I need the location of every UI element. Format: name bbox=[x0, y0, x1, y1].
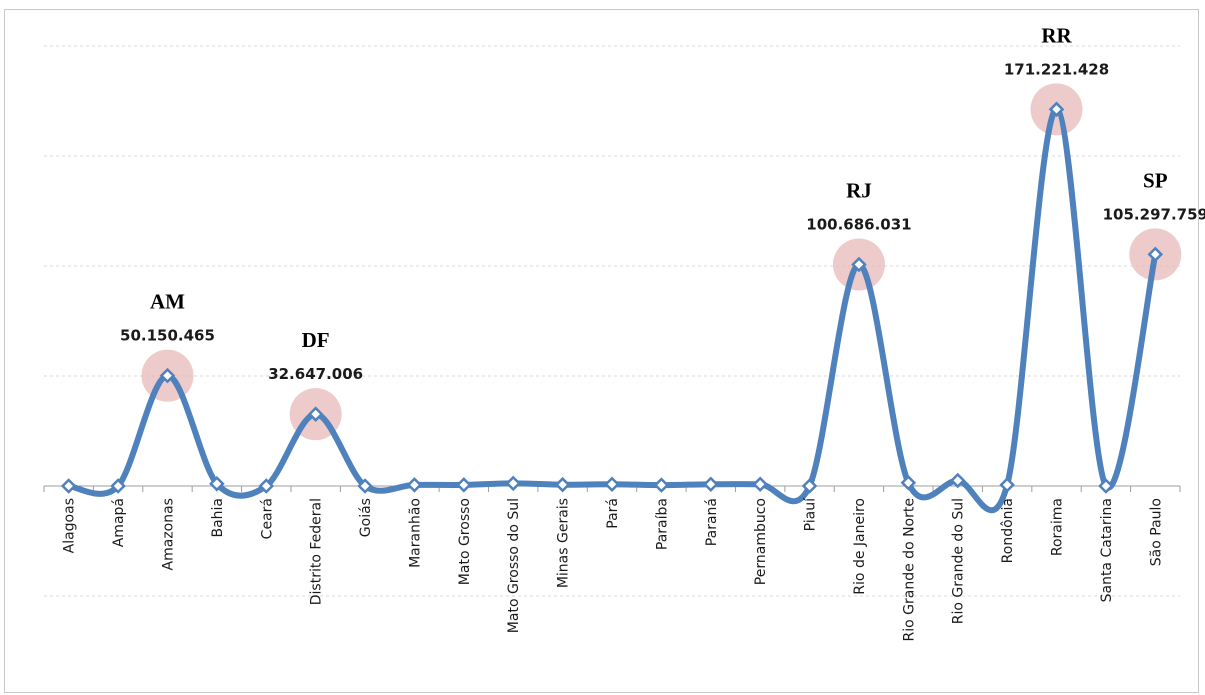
data-point-14 bbox=[752, 476, 768, 493]
data-point-21 bbox=[1098, 478, 1114, 494]
data-point-15 bbox=[801, 478, 818, 494]
value-label-df: 32.647.006 bbox=[268, 365, 363, 383]
data-point-1 bbox=[110, 478, 126, 494]
data-point-16 bbox=[851, 256, 867, 273]
data-point-19 bbox=[999, 477, 1015, 493]
value-label-am: 50.150.465 bbox=[120, 327, 215, 345]
category-label: Mato Grosso do Sul bbox=[506, 498, 522, 633]
abbr-label-rj: RJ bbox=[846, 178, 872, 202]
category-label: Alagoas bbox=[62, 498, 78, 553]
category-label: Piauí bbox=[803, 497, 819, 531]
abbr-label-df: DF bbox=[302, 328, 330, 352]
category-label: Bahia bbox=[210, 498, 226, 538]
data-point-12 bbox=[653, 477, 670, 493]
data-point-13 bbox=[703, 476, 719, 493]
value-label-sp: 105.297.759 bbox=[1103, 205, 1205, 223]
category-label: Santa Catarina bbox=[1099, 498, 1115, 602]
data-point-2 bbox=[159, 367, 176, 384]
data-point-6 bbox=[357, 478, 373, 494]
category-label: Pernambuco bbox=[753, 498, 769, 585]
value-label-rj: 100.686.031 bbox=[806, 215, 911, 233]
abbr-label-rr: RR bbox=[1041, 23, 1072, 47]
category-label: Mato Grosso bbox=[457, 498, 473, 585]
data-point-3 bbox=[209, 476, 225, 492]
chart-frame bbox=[4, 9, 1199, 693]
data-point-5 bbox=[307, 406, 324, 422]
data-point-8 bbox=[456, 477, 472, 493]
value-label-rr: 171.221.428 bbox=[1004, 60, 1109, 78]
category-label: Rio Grande do Sul bbox=[951, 498, 967, 624]
data-point-18 bbox=[949, 472, 966, 489]
category-label: Roraima bbox=[1050, 498, 1066, 556]
category-label: Minas Gerais bbox=[556, 498, 572, 588]
data-markers bbox=[60, 101, 1164, 494]
category-label: Goiás bbox=[358, 498, 374, 537]
abbr-label-am: AM bbox=[150, 290, 185, 314]
category-label: Amapá bbox=[111, 498, 127, 547]
data-point-4 bbox=[258, 478, 275, 494]
data-point-7 bbox=[406, 477, 423, 493]
data-point-10 bbox=[554, 476, 571, 493]
category-label: Amazonas bbox=[160, 498, 176, 570]
data-point-22 bbox=[1147, 246, 1164, 263]
category-label: Distrito Federal bbox=[309, 498, 325, 605]
data-point-0 bbox=[60, 478, 77, 494]
category-label: Rondônia bbox=[1000, 498, 1016, 563]
highlight-halos bbox=[141, 83, 1182, 441]
category-label: Maranhão bbox=[407, 498, 423, 568]
category-label: Pará bbox=[605, 498, 621, 529]
category-label: Ceará bbox=[259, 498, 275, 539]
series-line bbox=[65, 106, 1159, 514]
category-label: Rio de Janeiro bbox=[852, 498, 868, 595]
data-point-9 bbox=[505, 475, 521, 492]
data-labels: 50.150.465 AM 32.647.006 DF 100.686.031 RJ 171… bbox=[120, 23, 1205, 383]
data-point-11 bbox=[604, 476, 620, 493]
category-label: Rio Grande do Norte bbox=[901, 498, 917, 641]
category-label: Paraíba bbox=[654, 498, 670, 550]
abbr-label-sp: SP bbox=[1143, 168, 1168, 192]
category-label: Paraná bbox=[704, 498, 720, 546]
data-point-17 bbox=[900, 474, 917, 491]
category-label: São Paulo bbox=[1148, 498, 1164, 566]
data-point-20 bbox=[1048, 101, 1065, 118]
category-labels: Alagoas Amapá Amazonas Bahia Ceará Distrito F… bbox=[62, 497, 1165, 642]
